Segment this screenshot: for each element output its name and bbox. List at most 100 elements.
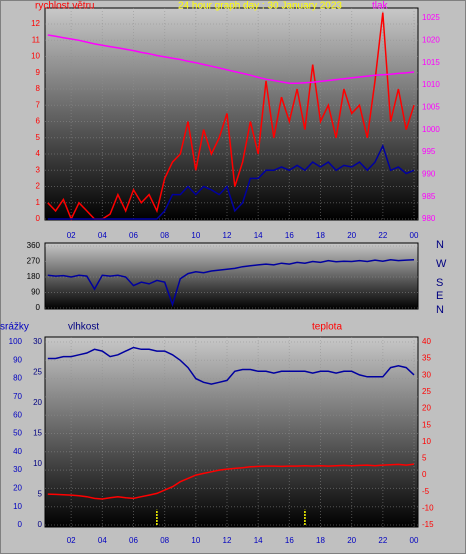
y-tick-label: 10 <box>13 502 22 511</box>
y-tick-label: 1010 <box>422 80 440 89</box>
y-tick-label: 10 <box>31 52 40 61</box>
y-tick-label: 30 <box>33 337 42 346</box>
wind-label: rychlost větru <box>35 1 94 12</box>
y-tick-label: 4 <box>36 149 41 158</box>
x-tick-label: 18 <box>316 231 325 240</box>
y-tick-label: 100 <box>9 337 23 346</box>
y-tick-label: 0 <box>38 520 43 529</box>
y-tick-label: 995 <box>422 147 436 156</box>
y-tick-label: 30 <box>13 465 22 474</box>
x-tick-label: 20 <box>347 231 356 240</box>
y-tick-label: 80 <box>13 374 22 383</box>
y-tick-label: 1020 <box>422 35 440 44</box>
series-line <box>47 463 415 500</box>
y-tick-label: 9 <box>36 68 41 77</box>
y-tick-label: 30 <box>422 370 431 379</box>
y-tick-label: 5 <box>36 133 41 142</box>
x-tick-label: 16 <box>285 231 294 240</box>
y-tick-label: 180 <box>27 272 41 281</box>
y-tick-label: 0 <box>422 470 427 479</box>
y-tick-label: 980 <box>422 214 436 223</box>
x-tick-label: 00 <box>410 536 419 545</box>
y-tick-label: 10 <box>33 459 42 468</box>
y-tick-label: 1015 <box>422 58 440 67</box>
compass-label: W <box>436 258 447 270</box>
x-tick-label: 10 <box>191 536 200 545</box>
compass-label: N <box>436 304 444 316</box>
series-line <box>47 346 415 385</box>
x-tick-label: 10 <box>191 231 200 240</box>
y-tick-label: 0 <box>36 214 41 223</box>
x-tick-label: 04 <box>98 231 107 240</box>
y-tick-label: 5 <box>422 454 427 463</box>
y-tick-label: -5 <box>422 487 430 496</box>
x-tick-label: 20 <box>347 536 356 545</box>
y-tick-label: 20 <box>422 404 431 413</box>
y-tick-label: 90 <box>13 355 22 364</box>
y-tick-label: 10 <box>422 437 431 446</box>
y-tick-label: -10 <box>422 503 434 512</box>
y-tick-label: 25 <box>422 387 431 396</box>
x-tick-label: 14 <box>254 231 263 240</box>
compass-label: N <box>436 239 444 251</box>
y-tick-label: 20 <box>13 484 22 493</box>
compass-label: E <box>436 290 443 302</box>
y-tick-label: 2 <box>36 182 41 191</box>
x-tick-label: 22 <box>378 231 387 240</box>
series-line <box>47 143 415 220</box>
y-tick-label: 0 <box>18 520 23 529</box>
y-tick-label: 60 <box>13 410 22 419</box>
y-tick-label: 1025 <box>422 13 440 22</box>
y-tick-label: 360 <box>27 241 41 250</box>
chart-title: 24 hour graph day : 30 January 2023 <box>178 1 342 12</box>
y-tick-label: 5 <box>38 490 43 499</box>
y-tick-label: 1 <box>36 198 41 207</box>
y-tick-label: 270 <box>27 257 41 266</box>
y-tick-label: 0 <box>36 303 41 312</box>
x-tick-label: 00 <box>410 231 419 240</box>
y-tick-label: 90 <box>31 288 40 297</box>
y-tick-label: 985 <box>422 192 436 201</box>
y-tick-label: 40 <box>422 337 431 346</box>
panel-humidity <box>44 336 419 528</box>
y-tick-label: 15 <box>33 429 42 438</box>
x-tick-label: 08 <box>160 536 169 545</box>
y-tick-label: 20 <box>33 398 42 407</box>
temperature-label: teplota <box>312 322 342 333</box>
x-tick-label: 12 <box>223 536 232 545</box>
precip-label: srážky <box>0 322 29 333</box>
x-tick-label: 06 <box>129 536 138 545</box>
x-tick-label: 12 <box>223 231 232 240</box>
y-tick-label: 15 <box>422 420 431 429</box>
y-tick-label: 50 <box>13 429 22 438</box>
x-tick-label: 02 <box>67 536 76 545</box>
y-tick-label: 1005 <box>422 102 440 111</box>
y-tick-label: 25 <box>33 368 42 377</box>
y-tick-label: 35 <box>422 354 431 363</box>
x-tick-label: 18 <box>316 536 325 545</box>
series-line <box>47 259 415 308</box>
y-tick-label: 11 <box>32 35 41 44</box>
panel-wind <box>44 7 419 221</box>
y-tick-label: 6 <box>36 117 41 126</box>
x-tick-label: 06 <box>129 231 138 240</box>
y-tick-label: 8 <box>36 84 41 93</box>
x-tick-label: 04 <box>98 536 107 545</box>
y-tick-label: 1000 <box>422 125 440 134</box>
y-tick-label: 70 <box>13 392 22 401</box>
y-tick-label: 990 <box>422 169 436 178</box>
y-tick-label: 40 <box>13 447 22 456</box>
x-tick-label: 08 <box>160 231 169 240</box>
panel-direction <box>44 242 419 310</box>
x-tick-label: 14 <box>254 536 263 545</box>
y-tick-label: 3 <box>36 165 41 174</box>
pressure-label: tlak <box>372 1 389 12</box>
x-tick-label: 02 <box>67 231 76 240</box>
x-tick-label: 16 <box>285 536 294 545</box>
compass-label: S <box>436 277 443 289</box>
y-tick-label: 12 <box>31 19 40 28</box>
y-tick-label: -15 <box>422 520 434 529</box>
series-line <box>47 34 415 84</box>
y-tick-label: 7 <box>36 100 41 109</box>
